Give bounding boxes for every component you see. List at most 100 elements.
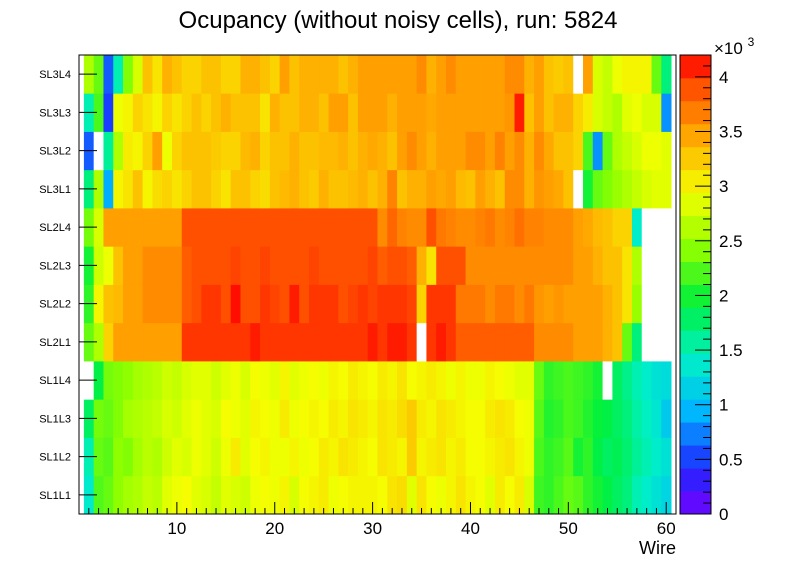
heatmap-cell: [171, 322, 183, 362]
colorbar-band: [680, 376, 711, 400]
heatmap-cell: [250, 93, 261, 132]
colorbar-exponent-base: ×10: [714, 39, 743, 58]
heatmap-cell: [142, 475, 153, 515]
heatmap-cell: [250, 437, 261, 477]
heatmap-cell: [269, 361, 281, 400]
heatmap-cell: [592, 208, 603, 247]
heatmap-cell: [348, 322, 359, 362]
heatmap-cell: [318, 93, 329, 132]
heatmap-cell: [602, 93, 613, 132]
heatmap-cell: [181, 93, 192, 132]
heatmap-cell: [230, 169, 241, 209]
heatmap-cell: [631, 475, 643, 515]
heatmap-cell: [377, 322, 388, 362]
heatmap-cell: [534, 437, 545, 477]
heatmap-cell: [377, 169, 388, 209]
heatmap-cell: [583, 361, 594, 400]
heatmap-cell: [406, 55, 418, 94]
heatmap-cell: [289, 361, 300, 400]
heatmap-cell: [641, 208, 652, 247]
heatmap-cell: [93, 322, 104, 362]
heatmap-cell: [475, 284, 486, 324]
heatmap-cell: [328, 93, 339, 132]
heatmap-cell: [191, 322, 202, 362]
heatmap-cell: [367, 93, 378, 132]
heatmap-cell: [289, 93, 300, 132]
heatmap-cell: [426, 284, 437, 324]
heatmap-cell: [455, 93, 466, 132]
heatmap-cell: [651, 475, 662, 515]
heatmap-cell: [162, 93, 173, 132]
heatmap-cell: [191, 208, 202, 247]
heatmap-cell: [103, 55, 114, 94]
heatmap-cell: [387, 93, 398, 132]
heatmap-cell: [103, 399, 114, 438]
heatmap-cell: [367, 246, 378, 285]
colorbar-band: [680, 445, 711, 469]
heatmap-cell: [651, 55, 662, 94]
heatmap-cell: [289, 437, 300, 477]
y-tick-label: SL2L4: [39, 222, 71, 234]
heatmap-cell: [485, 93, 496, 132]
heatmap-cell: [543, 322, 555, 362]
heatmap-cell: [661, 437, 672, 477]
heatmap-cell: [406, 361, 418, 400]
heatmap-cell: [93, 284, 104, 324]
heatmap-cell: [641, 131, 652, 171]
heatmap-cell: [504, 322, 515, 362]
heatmap-cell: [308, 55, 320, 94]
colorbar-band: [680, 192, 711, 217]
heatmap-cell: [230, 208, 241, 247]
heatmap-cell: [485, 284, 496, 324]
heatmap-cell: [211, 475, 222, 515]
heatmap-cell: [230, 55, 241, 94]
heatmap-cell: [377, 475, 388, 515]
heatmap-cell: [563, 131, 574, 171]
heatmap-cell: [357, 208, 369, 247]
colorbar-tick-label: 2.5: [719, 232, 743, 251]
heatmap-cell: [583, 208, 594, 247]
colorbar-tick-label: 3.5: [719, 123, 743, 142]
heatmap-cell: [240, 169, 251, 209]
heatmap-cell: [230, 93, 241, 132]
heatmap-cell: [651, 284, 662, 324]
heatmap-cell: [191, 246, 202, 285]
heatmap-cell: [250, 169, 261, 209]
heatmap-cell: [534, 284, 545, 324]
heatmap-cell: [348, 399, 359, 438]
heatmap-cell: [113, 284, 124, 324]
heatmap-cell: [269, 208, 281, 247]
colorbar-band: [680, 100, 711, 125]
heatmap-cell: [162, 475, 173, 515]
heatmap-cell: [514, 361, 525, 400]
heatmap-cell: [289, 246, 300, 285]
heatmap-cell: [504, 55, 515, 94]
heatmap-cell: [279, 169, 290, 209]
heatmap-cell: [269, 246, 281, 285]
heatmap-cell: [318, 475, 329, 515]
heatmap-cell: [260, 246, 271, 285]
heatmap-cell: [142, 322, 153, 362]
heatmap-cell: [308, 284, 320, 324]
heatmap-cell: [387, 55, 398, 94]
heatmap-cell: [162, 169, 173, 209]
heatmap-cell: [308, 208, 320, 247]
heatmap-cell: [563, 322, 574, 362]
colorbar-tick-label: 3: [719, 177, 728, 196]
heatmap-cell: [113, 55, 124, 94]
heatmap-cell: [475, 93, 486, 132]
heatmap-cell: [230, 322, 241, 362]
heatmap-cell: [93, 208, 104, 247]
heatmap-cell: [524, 131, 535, 171]
heatmap-cell: [308, 246, 320, 285]
heatmap-cell: [318, 208, 329, 247]
heatmap-cell: [563, 208, 574, 247]
heatmap-cell: [123, 322, 134, 362]
heatmap-cell: [377, 399, 388, 438]
heatmap-cell: [152, 284, 163, 324]
heatmap-cell: [494, 169, 506, 209]
heatmap-cell: [152, 93, 163, 132]
heatmap-cell: [357, 131, 369, 171]
heatmap-cell: [426, 169, 437, 209]
